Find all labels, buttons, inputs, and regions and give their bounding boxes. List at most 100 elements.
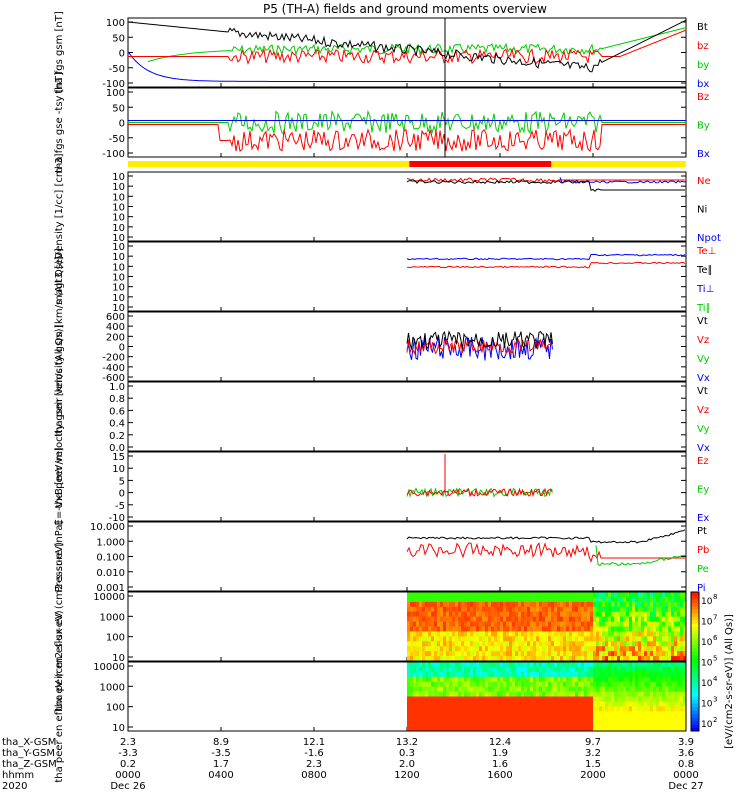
x-row-label-1: tha_Y-GSM (2, 748, 55, 759)
heatmap-cell (656, 656, 660, 662)
heatmap-cell (497, 716, 501, 722)
heatmap-cell (431, 676, 435, 683)
heatmap-cell (524, 686, 528, 693)
heatmap-cell (674, 626, 678, 632)
heatmap-cell (410, 716, 414, 722)
heatmap-cell (491, 686, 495, 693)
heatmap-cell (473, 631, 477, 637)
heatmap-cell (572, 636, 576, 642)
heatmap-cell (566, 711, 570, 717)
ytick-label: -5 (115, 501, 125, 512)
heatmap-cell (509, 641, 513, 647)
heatmap-cell (581, 711, 585, 717)
heatmap-cell (560, 726, 564, 732)
heatmap-cell (476, 651, 480, 657)
heatmap-cell (593, 621, 597, 627)
heatmap-cell (566, 601, 570, 608)
heatmap-cell (476, 711, 480, 717)
heatmap-cell (449, 666, 453, 673)
heatmap-cell (593, 716, 597, 722)
heatmap-cell (629, 711, 633, 717)
heatmap-cell (437, 656, 441, 662)
legend-Npot: Npot (697, 233, 721, 244)
heatmap-cell (563, 606, 567, 613)
heatmap-cell (506, 636, 510, 642)
heatmap-cell (464, 726, 468, 732)
heatmap-cell (467, 601, 471, 608)
heatmap-cell (413, 686, 417, 693)
heatmap-cell (650, 711, 654, 717)
heatmap-cell (566, 676, 570, 683)
heatmap-cell (650, 681, 654, 688)
heatmap-cell (464, 671, 468, 678)
heatmap-cell (548, 676, 552, 683)
panel-ylabel: Pressure [nPa] (54, 521, 65, 593)
heatmap-cell (521, 666, 525, 673)
heatmap-cell (575, 726, 579, 732)
heatmap-cell (461, 726, 465, 732)
heatmap-cell (575, 636, 579, 642)
heatmap-cell (656, 611, 660, 618)
heatmap-cell (494, 646, 498, 652)
heatmap-cell (494, 636, 498, 642)
heatmap-cell (671, 721, 675, 727)
heatmap-cell (431, 616, 435, 623)
heatmap-cell (560, 621, 564, 627)
heatmap-cell (446, 656, 450, 662)
heatmap-cell (524, 631, 528, 637)
heatmap-cell (527, 596, 531, 603)
heatmap-cell (482, 691, 486, 697)
heatmap-cell (593, 646, 597, 652)
heatmap-cell (467, 596, 471, 603)
heatmap-cell (668, 641, 672, 647)
heatmap-cell (662, 596, 666, 603)
heatmap-cell (470, 626, 474, 632)
ytick-label: 0 (119, 489, 125, 500)
heatmap-cell (467, 621, 471, 627)
heatmap-cell (677, 676, 681, 683)
heatmap-cell (521, 676, 525, 683)
colorbar-cell (691, 644, 699, 649)
heatmap-cell (476, 656, 480, 662)
heatmap-cell (416, 716, 420, 722)
heatmap-cell (476, 611, 480, 618)
heatmap-cell (464, 592, 468, 598)
heatmap-cell (623, 626, 627, 632)
heatmap-cell (494, 676, 498, 683)
heatmap-cell (653, 631, 657, 637)
heatmap-cell (557, 656, 561, 662)
colorbar-cell (691, 651, 699, 656)
heatmap-cell (560, 721, 564, 727)
heatmap-cell (668, 686, 672, 693)
heatmap-cell (542, 626, 546, 632)
heatmap-cell (650, 592, 654, 598)
heatmap-cell (506, 691, 510, 697)
heatmap-cell (581, 601, 585, 608)
heatmap-cell (662, 651, 666, 657)
heatmap-cell (551, 701, 555, 707)
heatmap-cell (569, 621, 573, 627)
heatmap-cell (683, 592, 687, 598)
ytick-label: 10 (112, 203, 125, 214)
heatmap-cell (515, 631, 519, 637)
heatmap-cell (461, 596, 465, 603)
heatmap-cell (560, 592, 564, 598)
heatmap-cell (446, 621, 450, 627)
heatmap-cell (614, 611, 618, 618)
heatmap-cell (527, 676, 531, 683)
heatmap-cell (470, 621, 474, 627)
heatmap-cell (623, 686, 627, 693)
heatmap-cell (668, 626, 672, 632)
heatmap-cell (410, 706, 414, 712)
heatmap-cell (434, 646, 438, 652)
ytick-label: 0 (119, 343, 125, 354)
heatmap-cell (662, 626, 666, 632)
heatmap-cell (572, 666, 576, 673)
heatmap-cell (407, 611, 411, 618)
heatmap-cell (587, 592, 591, 598)
heatmap-cell (488, 701, 492, 707)
heatmap-cell (422, 601, 426, 608)
heatmap-cell (563, 646, 567, 652)
heatmap-cell (653, 621, 657, 627)
heatmap-cell (503, 681, 507, 688)
